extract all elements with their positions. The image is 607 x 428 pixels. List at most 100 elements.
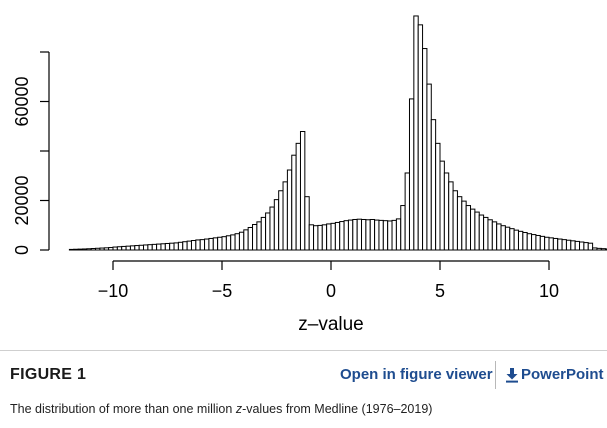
histogram-bar [334, 221, 341, 251]
histogram-bar [108, 247, 114, 251]
x-tick-label: −5 [212, 281, 233, 301]
histogram-bar [99, 247, 105, 251]
histogram-bar [164, 242, 171, 251]
histogram-bar [217, 236, 223, 251]
histogram-bar [243, 229, 249, 251]
histogram-bar [182, 241, 188, 251]
histogram-bar [378, 219, 384, 251]
histogram-bar [260, 216, 267, 251]
histogram-bar [256, 221, 262, 251]
histogram-bar [339, 221, 345, 251]
histogram-bar [77, 248, 83, 251]
histogram-bar [539, 235, 546, 251]
x-tick-label: −10 [98, 281, 129, 301]
histogram-bar [269, 206, 275, 251]
open-figure-viewer-link[interactable]: Open in figure viewer [340, 366, 493, 383]
histogram-bar [221, 236, 227, 251]
histogram-bar [160, 243, 166, 251]
histogram-bar [535, 234, 541, 251]
histogram-bar [234, 233, 240, 251]
histogram-bar [199, 239, 206, 251]
histogram-bar [483, 216, 489, 251]
histogram-bar [273, 199, 280, 251]
histogram-bar [121, 245, 127, 251]
x-axis-ticks: −10 −5 0 5 10 [98, 261, 559, 301]
y-tick-label: 0 [12, 245, 32, 255]
histogram-bar [400, 205, 406, 251]
histogram-bar [129, 245, 136, 251]
histogram-bar [186, 240, 192, 251]
histogram-bar [395, 218, 402, 251]
histogram-bar [439, 160, 445, 251]
histogram-bar [295, 142, 301, 251]
histogram-bars [68, 15, 607, 251]
caption-text-start: The distribution of more than one millio… [10, 402, 236, 416]
caption-italic-z: z [235, 402, 243, 416]
histogram-bar [500, 225, 506, 251]
histogram-bar [583, 242, 589, 251]
histogram-bar [147, 244, 153, 251]
histogram-bar [352, 218, 358, 251]
histogram-bar [487, 219, 493, 251]
histogram-bar [426, 83, 432, 251]
histogram-bar [195, 239, 201, 251]
histogram-bar [95, 247, 101, 251]
x-tick-label: 0 [326, 281, 336, 301]
histogram-bar [347, 219, 354, 251]
histogram-bar [548, 237, 554, 251]
histogram-bar [212, 237, 219, 251]
histogram-bar [286, 169, 293, 251]
histogram-bar [544, 236, 550, 251]
histogram-bar [169, 242, 175, 251]
histogram-bar [304, 196, 310, 251]
y-tick-label: 60000 [12, 76, 32, 126]
histogram-bar [361, 218, 367, 251]
powerpoint-download-link[interactable]: PowerPoint [505, 366, 604, 383]
figure-caption: The distribution of more than one millio… [10, 402, 432, 416]
histogram-bar [382, 220, 389, 251]
histogram-bar [561, 239, 567, 251]
figure-divider [0, 350, 607, 351]
histogram-bar [596, 247, 602, 251]
histogram-bar [68, 248, 75, 251]
histogram-bar [238, 231, 245, 251]
histogram-bar [465, 205, 472, 251]
histogram-bar [517, 230, 524, 251]
histogram-bar [73, 248, 79, 251]
histogram-bar [326, 223, 332, 251]
histogram-bar [356, 218, 363, 251]
histogram-bar [151, 243, 158, 251]
histogram-bar [491, 221, 498, 251]
histogram-bar [116, 246, 123, 251]
histogram-bar [579, 241, 585, 251]
download-arrow-icon [506, 367, 518, 383]
x-axis-label: z–value [298, 314, 364, 335]
histogram-bar [452, 190, 458, 251]
histogram-bar [112, 246, 118, 251]
histogram-bar [138, 244, 145, 251]
histogram-bar [391, 219, 397, 251]
histogram-bar [443, 172, 450, 251]
x-tick-label: 10 [539, 281, 559, 301]
link-separator [495, 361, 496, 389]
histogram-bar [282, 181, 288, 251]
histogram-bar [265, 212, 271, 251]
histogram-bar [430, 119, 437, 251]
powerpoint-label: PowerPoint [521, 366, 604, 383]
histogram-bar [125, 245, 131, 251]
y-axis-ticks: 0 20000 60000 [12, 51, 49, 255]
histogram-bar [565, 239, 572, 251]
histogram-bar [605, 248, 607, 251]
y-tick-label: 20000 [12, 175, 32, 225]
histogram-bar [313, 225, 319, 251]
histogram-bar [252, 224, 258, 251]
histogram-bar [190, 240, 197, 251]
histogram-bar [103, 247, 110, 251]
caption-text-end: -values from Medline (1976–2019) [242, 402, 433, 416]
histogram-bar [456, 196, 463, 251]
histogram-bar [365, 219, 371, 251]
histogram-bar [230, 234, 236, 251]
histogram-bar [496, 223, 502, 251]
figure-label: FIGURE 1 [10, 366, 87, 383]
histogram-bar [177, 241, 184, 251]
